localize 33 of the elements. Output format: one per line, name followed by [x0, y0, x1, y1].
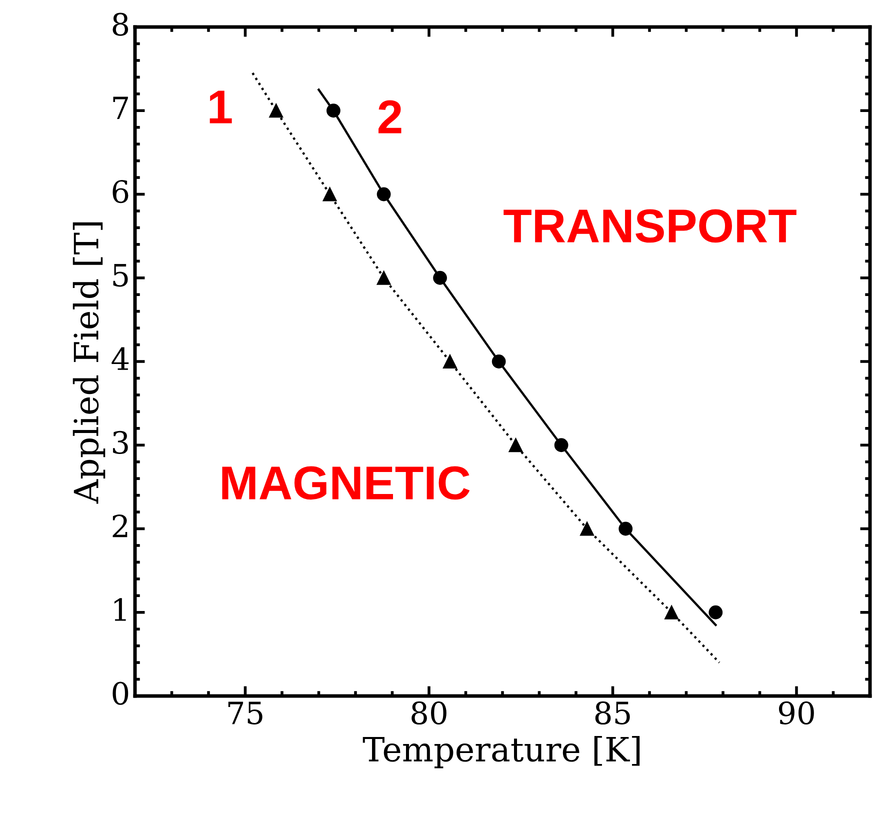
y-tick-label: 8: [112, 12, 128, 36]
x-tick-label: 85: [595, 701, 630, 725]
x-axis-title: Temperature [K]: [362, 736, 640, 768]
y-tick-label: 1: [114, 598, 126, 621]
annotation: 2: [378, 100, 402, 134]
y-tick-label: 7: [113, 96, 128, 120]
point: [708, 605, 723, 620]
y-axis-title: Applied Field [T]: [72, 222, 106, 504]
point: [376, 187, 391, 202]
annotation: TRANSPORT: [504, 209, 796, 243]
point: [664, 605, 678, 620]
point: [376, 270, 391, 285]
point: [326, 104, 340, 118]
y-tick-label: 3: [113, 430, 128, 454]
point: [269, 104, 284, 118]
y-tick-label: 2: [112, 514, 128, 538]
x-tick-label: 80: [412, 701, 446, 725]
point: [618, 522, 633, 536]
y-tick-label: 6: [112, 180, 128, 204]
point: [443, 354, 457, 368]
y-tick-label: 5: [113, 264, 128, 287]
x-tick-label: 75: [228, 702, 262, 725]
annotation: MAGNETIC: [222, 466, 470, 500]
x-tick-label: 90: [778, 701, 814, 725]
y-tick-label: 0: [112, 682, 128, 705]
annotation: 1: [210, 90, 232, 124]
point: [433, 270, 447, 285]
point: [492, 354, 506, 368]
point: [554, 438, 568, 452]
point: [508, 438, 523, 452]
point: [580, 522, 594, 536]
point: [322, 187, 337, 202]
y-tick-label: 4: [112, 347, 129, 370]
